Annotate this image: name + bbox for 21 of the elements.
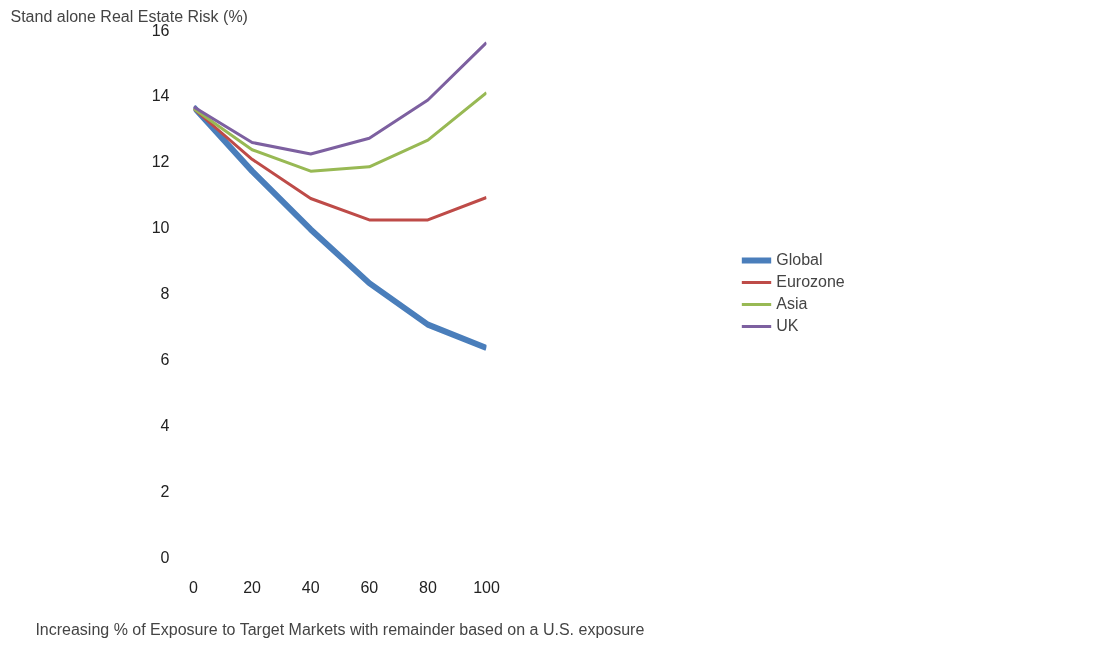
y-tick-label: 6: [160, 350, 170, 368]
x-tick-label: 80: [419, 578, 437, 596]
legend-label: UK: [776, 316, 799, 335]
x-tick-label: 100: [473, 578, 500, 596]
y-tick-label: 0: [160, 548, 170, 566]
x-axis-title: Increasing % of Exposure to Target Markets with remainder based on a U.S. exposure: [35, 620, 645, 638]
legend-label: Asia: [776, 294, 808, 313]
y-tick-label: 10: [151, 219, 170, 237]
x-tick-label: 0: [189, 578, 199, 596]
legend-label: Eurozone: [776, 272, 845, 291]
y-tick-label: 4: [160, 416, 170, 434]
x-tick-label: 60: [360, 578, 379, 596]
x-tick-label: 40: [301, 578, 320, 596]
legend-label: Global: [776, 250, 823, 269]
y-tick-label: 8: [160, 285, 170, 302]
x-tick-label: 20: [243, 578, 262, 596]
y-tick-label: 14: [151, 87, 170, 105]
y-tick-label: 2: [160, 482, 170, 500]
y-tick-label: 12: [151, 153, 170, 171]
line-series: [193, 41, 487, 156]
line-series: [193, 91, 487, 173]
